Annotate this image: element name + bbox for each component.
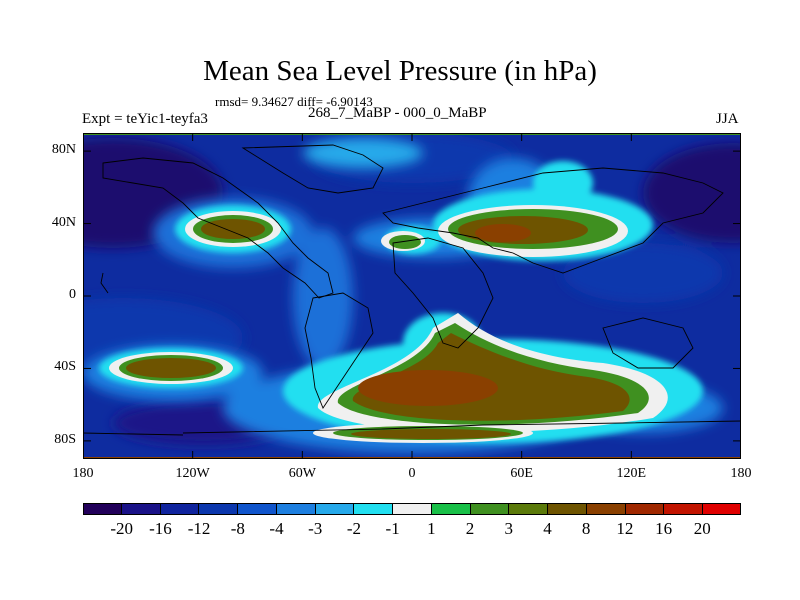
colorbar-swatch: [315, 503, 355, 515]
colorbar-swatch: [431, 503, 471, 515]
colorbar-label: -2: [346, 519, 362, 538]
lon-tick-label: 0: [408, 466, 416, 481]
colorbar-swatch: [586, 503, 626, 515]
season-label: JJA: [716, 111, 739, 127]
colorbar-label: 2: [465, 519, 475, 538]
axis-ticks: [83, 133, 741, 459]
lat-tick-label: 80S: [54, 431, 76, 447]
colorbar-label: 1: [427, 519, 436, 538]
stats-label: rmsd= 9.34627 diff= -6.90143: [215, 94, 373, 109]
lat-tick-label: 80N: [51, 142, 76, 158]
pressure-map: [83, 133, 741, 459]
colorbar-label: -3: [308, 519, 323, 538]
colorbar-label: 8: [581, 519, 591, 538]
colorbar-frame: [83, 503, 741, 515]
lon-tick-label: 120W: [175, 466, 210, 481]
colorbar-label: 20: [693, 519, 711, 538]
colorbar-label: 3: [504, 519, 514, 538]
colorbar-swatch: [160, 503, 200, 515]
lat-tick-label: 40S: [54, 359, 76, 375]
lon-tick-label: 180: [72, 466, 94, 481]
colorbar-swatch: [121, 503, 161, 515]
positive-brown: [126, 216, 630, 439]
colorbar-swatch: [664, 503, 704, 515]
colorbar-swatch: [238, 503, 277, 515]
colorbar-label: -20: [110, 519, 134, 538]
lon-tick-label: 120E: [616, 466, 647, 481]
chart-title: Mean Sea Level Pressure (in hPa): [203, 55, 597, 87]
lat-tick-label: 40N: [51, 214, 76, 230]
experiment-label: Expt = teYic1-teyfa3: [82, 111, 208, 127]
colorbar-swatch: [625, 503, 665, 515]
colorbar-swatch: [470, 503, 510, 515]
colorbar-label: -1: [385, 519, 400, 538]
lon-tick-label: 180: [730, 466, 752, 481]
colorbar-label: -16: [149, 519, 172, 538]
colorbar-label: 16: [655, 519, 673, 538]
period-label: 268_7_MaBP - 000_0_MaBP: [308, 105, 487, 121]
colorbar-swatch: [276, 503, 316, 515]
colorbar-swatch: [703, 503, 742, 515]
colorbar-swatch: [354, 503, 394, 515]
colorbar-swatch: [83, 503, 122, 515]
colorbar-swatch: [509, 503, 549, 515]
colorbar-label: -8: [230, 519, 245, 538]
colorbar-swatch: [199, 503, 239, 515]
lat-tick-label: 0: [69, 287, 76, 302]
continent-outlines: [83, 144, 741, 436]
colorbar-label: 4: [543, 519, 552, 538]
lon-tick-label: 60E: [510, 466, 533, 481]
colorbar-swatch: [393, 503, 432, 515]
lon-tick-label: 60W: [288, 466, 316, 481]
colorbar-label: -4: [269, 519, 284, 538]
colorbar-label: 12: [616, 519, 634, 538]
colorbar: [83, 503, 742, 515]
colorbar-swatch: [548, 503, 587, 515]
colorbar-label: -12: [187, 519, 211, 538]
